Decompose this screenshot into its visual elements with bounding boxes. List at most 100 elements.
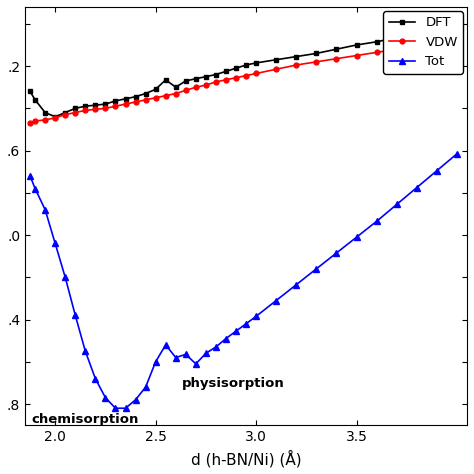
Tot [143,384,148,390]
VDW [213,79,219,85]
VDW [193,84,199,90]
Tot [293,282,299,288]
Tot [102,395,108,401]
X-axis label: d (h-BN/Ni) (Å): d (h-BN/Ni) (Å) [191,449,301,467]
DFT [27,89,33,94]
VDW [102,106,108,111]
DFT [434,26,440,32]
VDW [414,43,419,49]
Tot [434,168,440,173]
DFT [213,72,219,77]
Tot [173,355,179,360]
Tot [454,151,460,156]
DFT [354,42,359,48]
Tot [82,348,88,354]
Tot [223,336,229,341]
VDW [183,88,189,93]
Tot [42,207,48,212]
DFT [273,57,279,63]
VDW [133,99,138,105]
VDW [82,108,88,113]
Line: DFT: DFT [27,22,459,119]
DFT [163,77,169,82]
DFT [173,84,179,90]
Line: VDW: VDW [27,37,459,126]
VDW [454,37,460,43]
Tot [414,185,419,191]
VDW [293,62,299,68]
DFT [233,65,239,71]
Tot [123,405,128,411]
Tot [253,313,259,319]
VDW [273,66,279,72]
DFT [243,62,249,68]
VDW [52,115,58,121]
VDW [374,49,380,55]
VDW [32,118,38,124]
VDW [354,53,359,58]
DFT [123,96,128,101]
VDW [394,46,400,52]
Tot [334,250,339,256]
VDW [434,40,440,46]
VDW [92,107,98,112]
DFT [394,35,400,40]
Tot [27,173,33,179]
VDW [123,101,128,107]
DFT [293,54,299,59]
Tot [313,266,319,272]
Tot [73,312,78,318]
VDW [243,73,249,78]
Tot [183,352,189,357]
DFT [42,109,48,115]
Tot [153,359,158,365]
Tot [394,201,400,207]
DFT [334,46,339,52]
Tot [163,342,169,348]
DFT [92,102,98,108]
Tot [133,397,138,402]
Legend: DFT, VDW, Tot: DFT, VDW, Tot [383,11,463,73]
VDW [42,117,48,123]
DFT [454,22,460,28]
VDW [233,75,239,81]
Tot [233,328,239,334]
VDW [173,91,179,96]
Tot [374,219,380,224]
DFT [183,78,189,84]
Tot [273,298,279,303]
Line: Tot: Tot [27,151,460,411]
DFT [52,114,58,119]
Tot [193,361,199,367]
DFT [133,94,138,100]
VDW [334,56,339,62]
VDW [163,93,169,99]
DFT [63,109,68,115]
DFT [143,91,148,96]
DFT [102,101,108,107]
Tot [354,234,359,240]
VDW [63,112,68,118]
DFT [113,98,118,104]
DFT [253,60,259,66]
Tot [92,376,98,382]
VDW [223,77,229,82]
Text: chemisorption: chemisorption [31,413,138,426]
DFT [203,74,209,80]
Tot [203,350,209,356]
VDW [27,120,33,126]
Tot [52,241,58,246]
VDW [313,59,319,64]
DFT [414,30,419,36]
DFT [223,69,229,74]
DFT [32,97,38,103]
Tot [213,344,219,350]
DFT [374,39,380,45]
DFT [193,76,199,82]
DFT [313,51,319,56]
VDW [253,71,259,76]
Tot [113,405,118,411]
VDW [153,95,158,100]
DFT [82,103,88,109]
VDW [113,103,118,109]
